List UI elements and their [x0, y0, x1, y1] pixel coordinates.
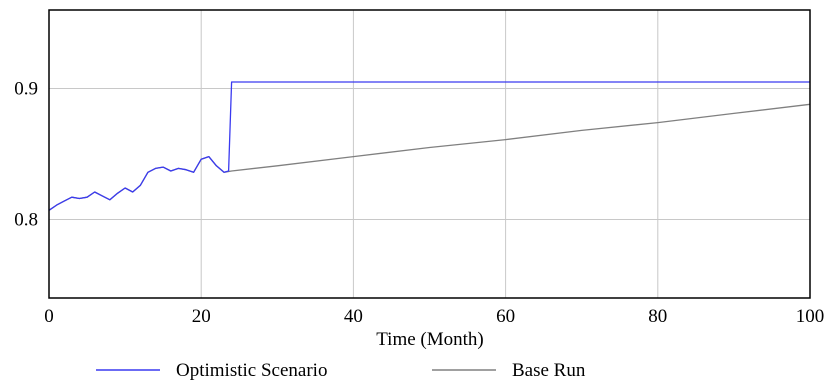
x-tick-label: 80	[648, 306, 667, 327]
x-tick-label: 100	[796, 306, 825, 327]
legend-label: Base Run	[512, 360, 586, 380]
series-lines	[48, 81, 811, 211]
y-tick-label: 0.9	[14, 79, 38, 100]
plot-background	[49, 10, 810, 298]
x-tick-label: 60	[496, 306, 515, 327]
y-axis-ticks: 0.8 0.9	[14, 79, 38, 231]
grid	[49, 10, 810, 298]
x-axis-ticks: 0 20 40 60 80 100	[44, 306, 824, 327]
x-tick-label: 20	[192, 306, 211, 327]
x-tick-label: 40	[344, 306, 363, 327]
x-axis-title: Time (Month)	[376, 329, 484, 350]
y-tick-label: 0.8	[14, 209, 38, 230]
x-tick-label: 0	[44, 306, 54, 327]
legend-label: Optimistic Scenario	[176, 360, 327, 380]
plot-frame	[48, 9, 811, 299]
legend: Optimistic Scenario Base Run	[96, 360, 586, 380]
series-line-optimistic-scenario	[48, 81, 810, 211]
